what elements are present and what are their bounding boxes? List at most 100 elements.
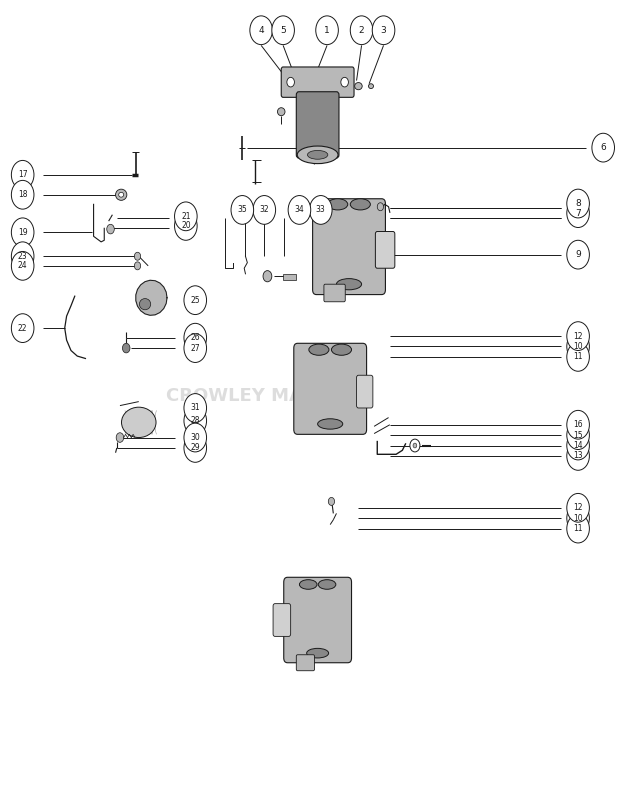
Ellipse shape xyxy=(318,580,336,590)
Circle shape xyxy=(567,332,589,361)
Circle shape xyxy=(288,195,311,224)
Circle shape xyxy=(184,394,206,422)
Text: 24: 24 xyxy=(18,262,28,270)
Text: 23: 23 xyxy=(18,252,28,261)
Circle shape xyxy=(567,189,589,218)
Circle shape xyxy=(184,423,206,452)
Text: 7: 7 xyxy=(576,209,581,218)
Circle shape xyxy=(11,218,34,246)
Text: 9: 9 xyxy=(576,250,581,259)
Ellipse shape xyxy=(328,198,348,210)
Text: 3: 3 xyxy=(381,26,386,34)
Ellipse shape xyxy=(355,82,362,90)
Text: 17: 17 xyxy=(18,170,28,179)
Text: 11: 11 xyxy=(574,352,583,362)
Text: 10: 10 xyxy=(573,342,583,351)
Circle shape xyxy=(11,180,34,209)
FancyBboxPatch shape xyxy=(313,198,386,294)
Text: 25: 25 xyxy=(191,296,200,305)
Text: 22: 22 xyxy=(18,324,28,333)
Text: CROWLEY MARINE: CROWLEY MARINE xyxy=(166,387,350,405)
Circle shape xyxy=(184,434,206,462)
Circle shape xyxy=(184,334,206,362)
Text: 29: 29 xyxy=(191,443,200,453)
Ellipse shape xyxy=(140,298,151,310)
Circle shape xyxy=(309,195,332,224)
Ellipse shape xyxy=(318,418,343,429)
Text: 30: 30 xyxy=(191,433,200,442)
Ellipse shape xyxy=(299,580,317,590)
Text: 14: 14 xyxy=(573,441,583,450)
Ellipse shape xyxy=(119,192,124,197)
Text: 1: 1 xyxy=(324,26,330,34)
Circle shape xyxy=(231,195,253,224)
Circle shape xyxy=(567,410,589,439)
Text: 26: 26 xyxy=(191,334,200,342)
Circle shape xyxy=(11,242,34,270)
FancyBboxPatch shape xyxy=(324,284,345,302)
Circle shape xyxy=(567,198,589,227)
Circle shape xyxy=(567,514,589,543)
Text: 4: 4 xyxy=(259,26,264,34)
Circle shape xyxy=(567,431,589,460)
Circle shape xyxy=(567,504,589,533)
Text: 5: 5 xyxy=(281,26,286,34)
Circle shape xyxy=(567,494,589,522)
Circle shape xyxy=(184,323,206,352)
Circle shape xyxy=(377,202,384,210)
FancyBboxPatch shape xyxy=(296,92,339,158)
FancyBboxPatch shape xyxy=(294,343,367,434)
Text: 12: 12 xyxy=(574,332,583,341)
Text: 32: 32 xyxy=(260,206,269,214)
Circle shape xyxy=(174,202,197,230)
Circle shape xyxy=(316,16,338,45)
Text: 8: 8 xyxy=(576,199,581,208)
Circle shape xyxy=(567,421,589,450)
Circle shape xyxy=(253,195,276,224)
FancyBboxPatch shape xyxy=(376,231,395,268)
Circle shape xyxy=(123,343,130,353)
Text: 16: 16 xyxy=(573,420,583,430)
Text: 12: 12 xyxy=(574,503,583,512)
Circle shape xyxy=(567,442,589,470)
Text: 15: 15 xyxy=(573,430,583,440)
Ellipse shape xyxy=(307,648,328,658)
Text: 18: 18 xyxy=(18,190,28,199)
Ellipse shape xyxy=(331,344,352,355)
Text: 11: 11 xyxy=(574,524,583,533)
Circle shape xyxy=(11,161,34,189)
Circle shape xyxy=(287,78,294,87)
Ellipse shape xyxy=(298,146,338,164)
Circle shape xyxy=(116,433,124,442)
Circle shape xyxy=(250,16,272,45)
Circle shape xyxy=(328,498,335,506)
Circle shape xyxy=(413,443,417,448)
Text: 2: 2 xyxy=(359,26,364,34)
Circle shape xyxy=(184,286,206,314)
Circle shape xyxy=(350,16,373,45)
Circle shape xyxy=(135,252,141,260)
Ellipse shape xyxy=(116,189,127,200)
Text: 21: 21 xyxy=(181,212,191,221)
Circle shape xyxy=(567,322,589,350)
Ellipse shape xyxy=(350,198,370,210)
Circle shape xyxy=(184,406,206,435)
FancyBboxPatch shape xyxy=(284,578,352,662)
Circle shape xyxy=(135,262,141,270)
Circle shape xyxy=(263,270,272,282)
FancyBboxPatch shape xyxy=(296,654,314,670)
FancyBboxPatch shape xyxy=(357,375,373,408)
Text: 10: 10 xyxy=(573,514,583,522)
Circle shape xyxy=(410,439,420,452)
Ellipse shape xyxy=(308,150,328,159)
Ellipse shape xyxy=(309,344,329,355)
Ellipse shape xyxy=(369,84,374,89)
Circle shape xyxy=(272,16,294,45)
Text: 6: 6 xyxy=(600,143,606,152)
Text: 33: 33 xyxy=(316,206,326,214)
Text: 35: 35 xyxy=(238,206,247,214)
Circle shape xyxy=(11,251,34,280)
Circle shape xyxy=(341,78,348,87)
Circle shape xyxy=(372,16,395,45)
Circle shape xyxy=(107,224,114,234)
